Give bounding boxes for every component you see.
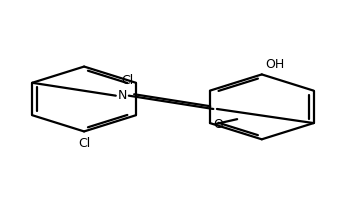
Text: N: N (118, 89, 127, 102)
Text: O: O (214, 118, 223, 130)
Text: Cl: Cl (78, 137, 90, 150)
Text: OH: OH (265, 58, 285, 71)
Text: Cl: Cl (121, 74, 133, 87)
